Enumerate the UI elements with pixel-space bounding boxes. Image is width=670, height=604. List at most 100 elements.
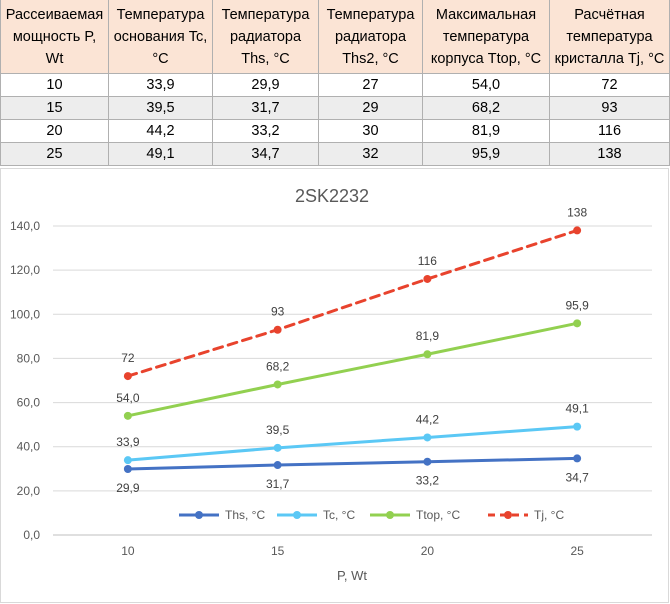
- legend-marker: [386, 511, 394, 519]
- series-1: 33,9 39,5 44,2 49,1: [116, 402, 589, 465]
- y-axis-tick-labels: 0,0 20,0 40,0 60,0 80,0 100,0 120,0 140,0: [10, 219, 40, 542]
- table-cell: 32: [318, 142, 423, 166]
- y-tick-label: 20,0: [17, 484, 41, 498]
- data-label: 34,7: [565, 470, 589, 484]
- legend-item: Tj, °C: [488, 508, 564, 522]
- table-cell: 81,9: [422, 119, 550, 143]
- table-cell: 34,7: [212, 142, 319, 166]
- series-line: [126, 456, 579, 471]
- legend-label: Ths, °C: [225, 508, 265, 522]
- y-tick-label: 0,0: [23, 528, 40, 542]
- line-chart: 2SK2232 0,0 20,0 40,0 60,0 80,0 100,0 120,0 140…: [0, 168, 669, 603]
- series-layer: 29,9 31,7 33,2 34,7 33,9 39,5 44,2 49,1 54,0 68,2…: [116, 205, 589, 495]
- data-point: [423, 457, 432, 466]
- series-line: [126, 321, 579, 418]
- table-cell: 95,9: [422, 142, 550, 166]
- x-tick-label: 25: [570, 544, 584, 558]
- data-label: 138: [567, 205, 587, 219]
- x-tick-label: 15: [271, 544, 285, 558]
- legend-item: Tc, °C: [277, 508, 355, 522]
- table-cell: 33,9: [108, 73, 213, 97]
- data-point: [273, 325, 282, 334]
- x-axis-tick-labels: 10 15 20 25: [121, 544, 584, 558]
- legend-item: Ttop, °C: [370, 508, 460, 522]
- gridlines: [53, 225, 652, 536]
- table-cell: 30: [318, 119, 423, 143]
- legend-marker: [504, 511, 512, 519]
- table-cell: 93: [549, 96, 670, 120]
- y-tick-label: 120,0: [10, 263, 40, 277]
- data-label: 68,2: [266, 359, 290, 373]
- x-axis-label: P, Wt: [337, 568, 367, 583]
- data-label: 72: [121, 351, 135, 365]
- x-tick-label: 10: [121, 544, 135, 558]
- table-row: 15 39,5 31,7 29 68,2 93: [0, 96, 670, 120]
- table-row: 25 49,1 34,7 32 95,9 138: [0, 142, 670, 166]
- legend-label: Tc, °C: [323, 508, 355, 522]
- column-header: Температура радиатора Ths2, °C: [318, 0, 423, 74]
- table-cell: 15: [0, 96, 109, 120]
- data-point: [423, 433, 432, 442]
- y-tick-label: 60,0: [17, 396, 41, 410]
- table-cell: 29,9: [212, 73, 319, 97]
- table-cell: 10: [0, 73, 109, 97]
- data-label: 33,2: [416, 474, 440, 488]
- series-0: 29,9 31,7 33,2 34,7: [116, 454, 589, 495]
- data-point: [273, 461, 282, 470]
- table-row: 20 44,2 33,2 30 81,9 116: [0, 119, 670, 143]
- table-cell: 49,1: [108, 142, 213, 166]
- x-tick-label: 20: [421, 544, 435, 558]
- series-2: 54,0 68,2 81,9 95,9: [116, 298, 589, 420]
- legend: Ths, °C Tc, °C Ttop, °C Tj, °C: [179, 508, 564, 522]
- data-point: [573, 319, 582, 328]
- y-tick-label: 140,0: [10, 219, 40, 233]
- column-header: Максимальная температура корпуса Ttop, °…: [422, 0, 550, 74]
- column-header: Рассеиваемая мощность P, Wt: [0, 0, 109, 74]
- data-label: 81,9: [416, 329, 440, 343]
- legend-label: Ttop, °C: [416, 508, 460, 522]
- data-label: 33,9: [116, 435, 140, 449]
- y-tick-label: 100,0: [10, 307, 40, 321]
- data-table: Рассеиваемая мощность P, Wt Температура …: [0, 0, 670, 166]
- data-label: 29,9: [116, 481, 140, 495]
- table-cell: 25: [0, 142, 109, 166]
- data-point: [573, 422, 582, 431]
- series-3: 72 93 116 138: [121, 205, 587, 381]
- table-cell: 72: [549, 73, 670, 97]
- table-header-row: Рассеиваемая мощность P, Wt Температура …: [0, 0, 670, 74]
- data-label: 54,0: [116, 391, 140, 405]
- data-point: [423, 274, 432, 283]
- chart-area: [0, 168, 669, 603]
- table-cell: 44,2: [108, 119, 213, 143]
- y-tick-label: 40,0: [17, 440, 41, 454]
- data-label: 95,9: [565, 298, 589, 312]
- column-header: Температура основания Tc, °C: [108, 0, 213, 74]
- legend-marker: [293, 511, 301, 519]
- chart-title: 2SK2232: [295, 186, 369, 206]
- legend-item: Ths, °C: [179, 508, 265, 522]
- column-header: Температура радиатора Ths, °C: [212, 0, 319, 74]
- series-line: [126, 228, 579, 378]
- legend-marker: [195, 511, 203, 519]
- table-cell: 138: [549, 142, 670, 166]
- table-cell: 31,7: [212, 96, 319, 120]
- data-label: 39,5: [266, 423, 290, 437]
- column-header: Расчётная температура кристалла Tj, °C: [549, 0, 670, 74]
- data-point: [123, 411, 132, 420]
- data-point: [123, 456, 132, 465]
- data-label: 31,7: [266, 477, 290, 491]
- data-point: [123, 372, 132, 381]
- data-point: [273, 443, 282, 452]
- data-label: 93: [271, 305, 285, 319]
- table-cell: 68,2: [422, 96, 550, 120]
- table-cell: 116: [549, 119, 670, 143]
- table-row: 10 33,9 29,9 27 54,0 72: [0, 73, 670, 97]
- table-cell: 27: [318, 73, 423, 97]
- table-cell: 29: [318, 96, 423, 120]
- data-label: 49,1: [565, 402, 589, 416]
- data-point: [123, 465, 132, 474]
- data-label: 116: [418, 254, 437, 268]
- data-point: [573, 454, 582, 463]
- data-point: [423, 350, 432, 359]
- legend-label: Tj, °C: [534, 508, 564, 522]
